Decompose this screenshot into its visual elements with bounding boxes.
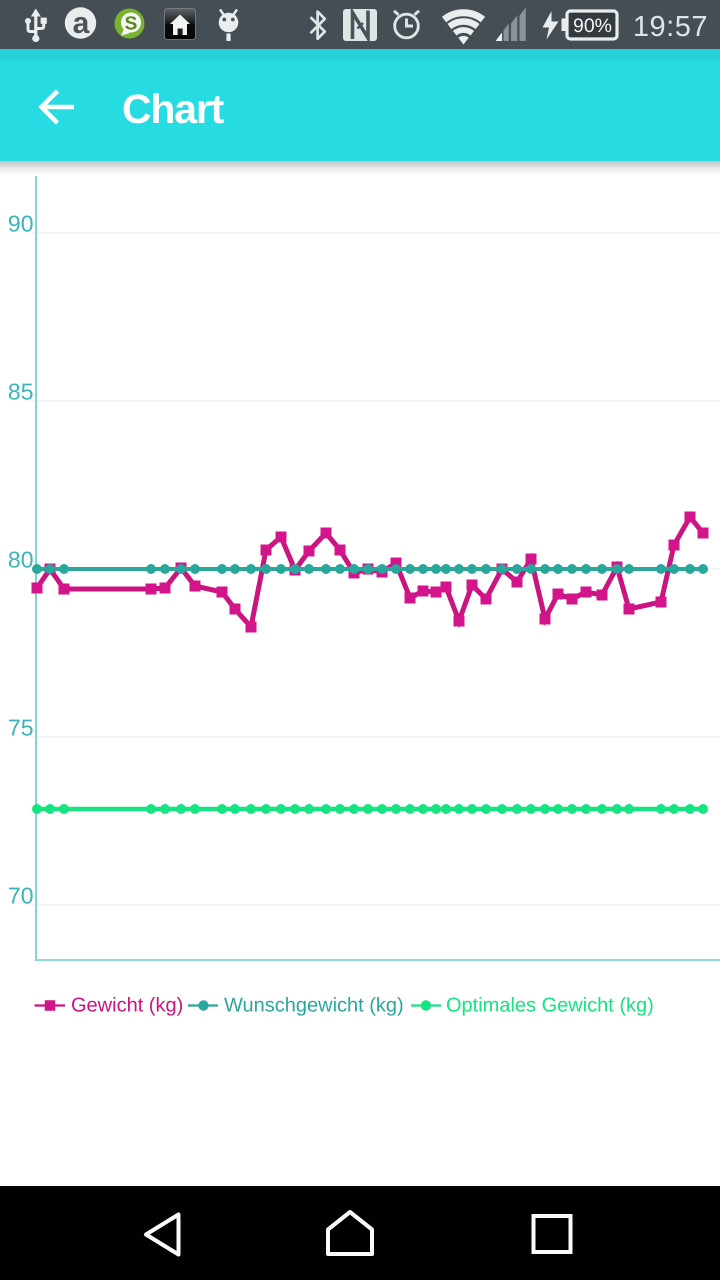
svg-text:19:57: 19:57 <box>633 11 708 43</box>
svg-text:85: 85 <box>8 379 34 405</box>
svg-text:S: S <box>125 14 138 35</box>
svg-text:80: 80 <box>8 547 34 573</box>
svg-text:90%: 90% <box>573 15 612 37</box>
svg-text:70: 70 <box>8 883 34 909</box>
svg-text:a: a <box>73 7 90 40</box>
svg-text:90: 90 <box>8 211 34 237</box>
svg-text:Wunschgewicht (kg): Wunschgewicht (kg) <box>224 995 404 1017</box>
svg-text:Optimales Gewicht (kg): Optimales Gewicht (kg) <box>446 995 654 1017</box>
svg-text:Gewicht (kg): Gewicht (kg) <box>71 995 183 1017</box>
svg-text:75: 75 <box>8 715 34 741</box>
